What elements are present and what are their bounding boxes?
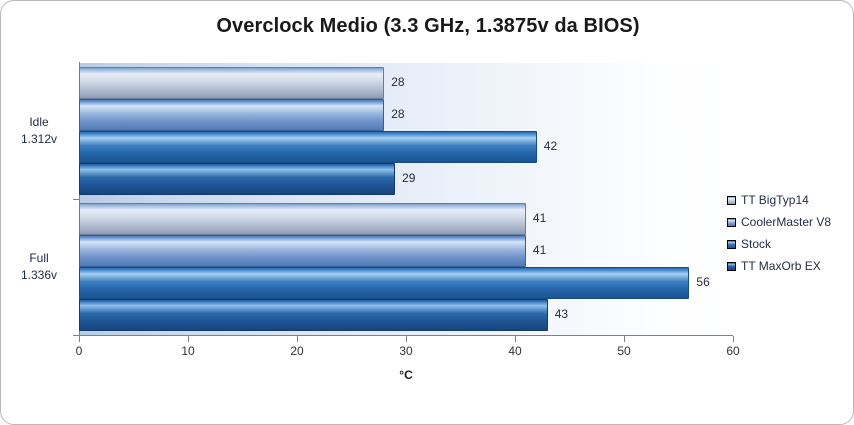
x-tick-mark [79, 336, 80, 342]
y-axis-line [79, 62, 80, 336]
bar-value-label: 43 [554, 307, 569, 321]
bar [79, 131, 537, 163]
x-tick-label: 50 [617, 344, 631, 358]
x-tick-label: 0 [75, 344, 83, 358]
x-axis-title: °C [399, 368, 413, 382]
x-tick-label: 10 [181, 344, 195, 358]
y-category-tick [73, 199, 79, 200]
x-tick-label: 40 [508, 344, 522, 358]
category-label-line: Idle [29, 115, 49, 129]
legend-color-swatch [727, 261, 736, 271]
x-tick-mark [624, 336, 625, 342]
x-tick-label: 60 [726, 344, 740, 358]
bar [79, 203, 526, 235]
legend-item[interactable]: Stock [727, 233, 831, 255]
legend-color-swatch [727, 239, 736, 249]
x-tick-mark [515, 336, 516, 342]
bar [79, 99, 384, 131]
bar-value-label: 56 [696, 275, 710, 289]
legend-color-swatch [727, 217, 736, 227]
bar [79, 267, 689, 299]
bar-value-label: 42 [543, 139, 558, 153]
bar [79, 235, 526, 267]
bar [79, 67, 384, 99]
legend-label: Stock [741, 237, 772, 251]
x-tick-label: 20 [290, 344, 304, 358]
x-axis-line [79, 335, 733, 336]
category-label-line: Full [29, 251, 49, 265]
bar-value-label: 28 [391, 107, 405, 121]
bar [79, 163, 395, 195]
legend-label: TT MaxOrb EX [741, 259, 821, 273]
x-tick-mark [406, 336, 407, 342]
legend-item[interactable]: TT MaxOrb EX [727, 255, 831, 277]
x-tick-mark [297, 336, 298, 342]
bar-value-label: 28 [391, 75, 405, 89]
x-tick-label: 30 [399, 344, 413, 358]
legend-label: CoolerMaster V8 [741, 215, 832, 229]
legend-item[interactable]: CoolerMaster V8 [727, 211, 831, 233]
y-category-tick [73, 335, 79, 336]
chart-title: Overclock Medio (3.3 GHz, 1.3875v da BIO… [216, 15, 640, 37]
x-tick-mark [733, 336, 734, 342]
x-tick-mark [188, 336, 189, 342]
category-label-line: 1.336v [20, 268, 58, 282]
category-label: Idle 1.312v [1, 114, 77, 148]
bar [79, 299, 548, 331]
bar-value-label: 41 [532, 243, 547, 257]
category-label: Full 1.336v [1, 250, 77, 284]
legend-label: TT BigTyp14 [741, 193, 809, 207]
bar-value-label: 41 [532, 211, 547, 225]
legend-color-swatch [727, 195, 736, 205]
category-label-line: 1.312v [20, 132, 58, 146]
chart-legend: TT BigTyp14 CoolerMaster V8 Stock TT MaxOrb… [727, 189, 831, 277]
legend-item[interactable]: TT BigTyp14 [727, 189, 831, 211]
bar-value-label: 29 [402, 171, 416, 185]
